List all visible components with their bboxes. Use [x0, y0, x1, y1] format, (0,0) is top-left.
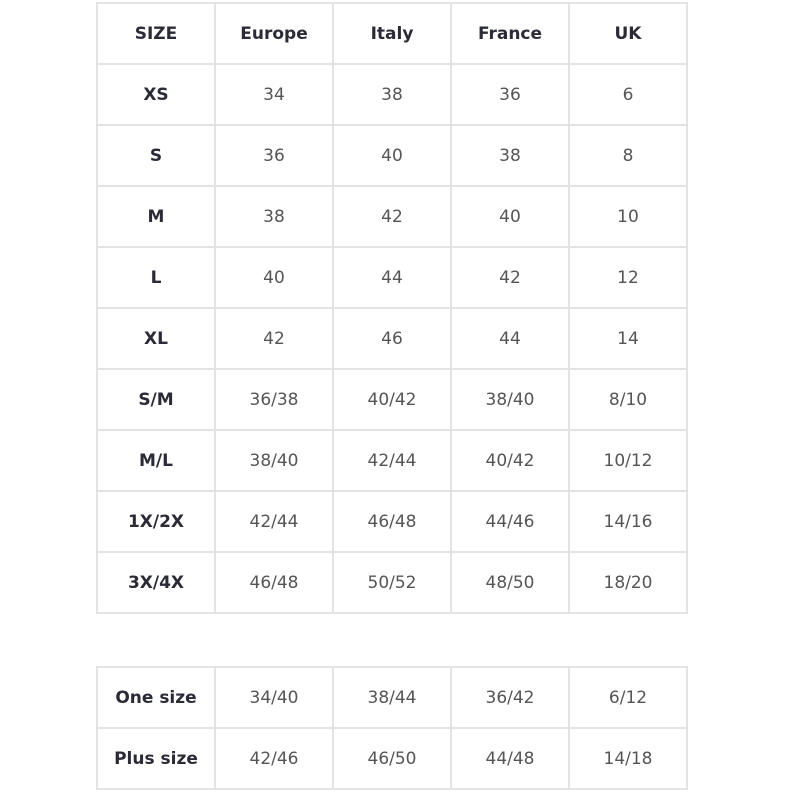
- size-value-cell: 12: [568, 246, 688, 309]
- size-value-cell: 8/10: [568, 368, 688, 431]
- size-label-cell: M: [96, 185, 216, 248]
- size-value-cell: 38/40: [214, 429, 334, 492]
- size-value-cell: 38: [450, 124, 570, 187]
- size-value-cell: 42: [332, 185, 452, 248]
- column-header: Italy: [332, 2, 452, 65]
- size-label-cell: XL: [96, 307, 216, 370]
- size-value-cell: 46/48: [214, 551, 334, 614]
- size-label-cell: S/M: [96, 368, 216, 431]
- column-header: France: [450, 2, 570, 65]
- header-row: SIZE Europe Italy France UK: [96, 2, 688, 65]
- size-value-cell: 38/40: [450, 368, 570, 431]
- size-label-cell: One size: [96, 666, 216, 729]
- size-chart-table: SIZE Europe Italy France UK XS 34 38 36 6 S 36 40 38 8…: [96, 2, 688, 614]
- size-label-cell: S: [96, 124, 216, 187]
- size-value-cell: 42: [450, 246, 570, 309]
- column-header: SIZE: [96, 2, 216, 65]
- size-value-cell: 38: [332, 63, 452, 126]
- special-sizes-table: One size 34/40 38/44 36/42 6/12 Plus size 42/4…: [96, 666, 688, 790]
- size-value-cell: 34/40: [214, 666, 334, 729]
- table-row: One size 34/40 38/44 36/42 6/12: [96, 666, 688, 729]
- size-label-cell: XS: [96, 63, 216, 126]
- size-value-cell: 50/52: [332, 551, 452, 614]
- size-label-cell: Plus size: [96, 727, 216, 790]
- size-value-cell: 10: [568, 185, 688, 248]
- size-value-cell: 14/18: [568, 727, 688, 790]
- size-value-cell: 10/12: [568, 429, 688, 492]
- size-value-cell: 46/50: [332, 727, 452, 790]
- size-label-cell: M/L: [96, 429, 216, 492]
- table-row: M 38 42 40 10: [96, 185, 688, 248]
- size-value-cell: 40: [332, 124, 452, 187]
- size-label-cell: L: [96, 246, 216, 309]
- table-row: Plus size 42/46 46/50 44/48 14/18: [96, 727, 688, 790]
- size-value-cell: 8: [568, 124, 688, 187]
- table-row: XS 34 38 36 6: [96, 63, 688, 126]
- size-value-cell: 38/44: [332, 666, 452, 729]
- size-value-cell: 36/42: [450, 666, 570, 729]
- size-value-cell: 14/16: [568, 490, 688, 553]
- table-row: 1X/2X 42/44 46/48 44/46 14/16: [96, 490, 688, 553]
- size-value-cell: 40: [214, 246, 334, 309]
- size-value-cell: 38: [214, 185, 334, 248]
- table-row: 3X/4X 46/48 50/52 48/50 18/20: [96, 551, 688, 614]
- size-value-cell: 44/48: [450, 727, 570, 790]
- column-header: Europe: [214, 2, 334, 65]
- table-row: XL 42 46 44 14: [96, 307, 688, 370]
- size-label-cell: 1X/2X: [96, 490, 216, 553]
- size-value-cell: 36: [450, 63, 570, 126]
- size-value-cell: 44: [332, 246, 452, 309]
- size-value-cell: 44: [450, 307, 570, 370]
- size-value-cell: 46/48: [332, 490, 452, 553]
- size-value-cell: 46: [332, 307, 452, 370]
- size-value-cell: 42: [214, 307, 334, 370]
- size-value-cell: 42/44: [214, 490, 334, 553]
- size-value-cell: 48/50: [450, 551, 570, 614]
- column-header: UK: [568, 2, 688, 65]
- size-value-cell: 18/20: [568, 551, 688, 614]
- size-value-cell: 42/44: [332, 429, 452, 492]
- size-value-cell: 36/38: [214, 368, 334, 431]
- size-value-cell: 40: [450, 185, 570, 248]
- size-value-cell: 14: [568, 307, 688, 370]
- size-value-cell: 40/42: [332, 368, 452, 431]
- size-value-cell: 36: [214, 124, 334, 187]
- size-value-cell: 44/46: [450, 490, 570, 553]
- size-value-cell: 6/12: [568, 666, 688, 729]
- table-row: L 40 44 42 12: [96, 246, 688, 309]
- size-value-cell: 40/42: [450, 429, 570, 492]
- table-row: S 36 40 38 8: [96, 124, 688, 187]
- size-label-cell: 3X/4X: [96, 551, 216, 614]
- table-row: S/M 36/38 40/42 38/40 8/10: [96, 368, 688, 431]
- table-row: M/L 38/40 42/44 40/42 10/12: [96, 429, 688, 492]
- size-value-cell: 34: [214, 63, 334, 126]
- size-value-cell: 42/46: [214, 727, 334, 790]
- size-value-cell: 6: [568, 63, 688, 126]
